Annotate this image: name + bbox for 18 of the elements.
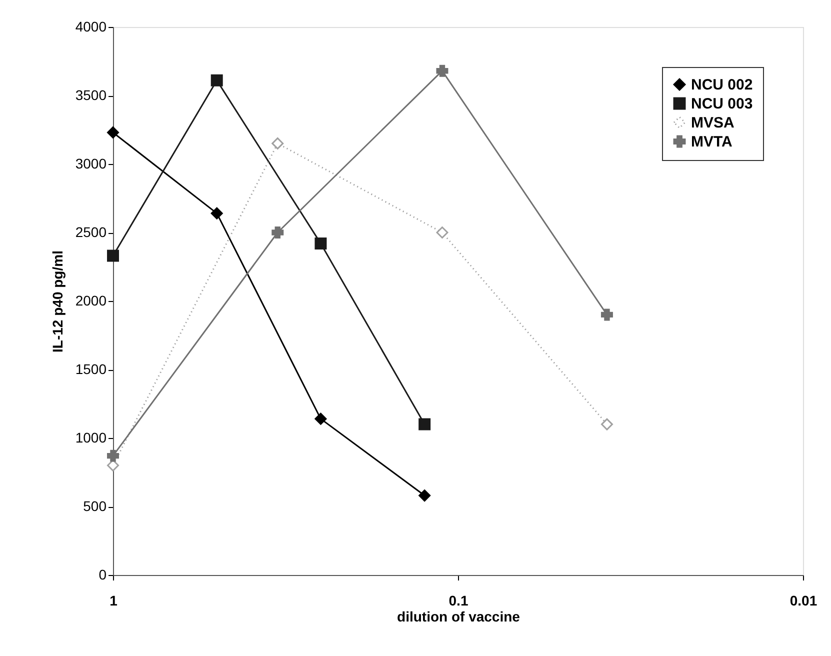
y-tick-label: 1500	[75, 361, 107, 377]
legend-label: MVTA	[691, 134, 733, 150]
y-tick-label: 4000	[75, 18, 107, 34]
x-tick-label: 0.01	[790, 592, 818, 608]
legend-label: NCU 003	[691, 96, 753, 112]
y-tick-label: 1000	[75, 430, 107, 446]
y-tick-label: 2000	[75, 292, 107, 308]
legend-label: MVSA	[691, 114, 735, 132]
legend-label: NCU 002	[691, 76, 753, 94]
x-tick-label: 1	[110, 592, 118, 608]
y-tick-label: 3500	[75, 87, 107, 103]
y-tick-label: 0	[98, 566, 107, 582]
y-axis-title: IL-12 p40 pg/ml	[49, 250, 66, 352]
y-tick-label: 500	[83, 498, 107, 514]
x-axis-title: dilution of vaccine	[397, 608, 520, 624]
x-tick-label: 0.1	[448, 592, 468, 608]
y-tick-label: 3000	[75, 156, 107, 172]
y-tick-label: 2500	[75, 224, 107, 240]
